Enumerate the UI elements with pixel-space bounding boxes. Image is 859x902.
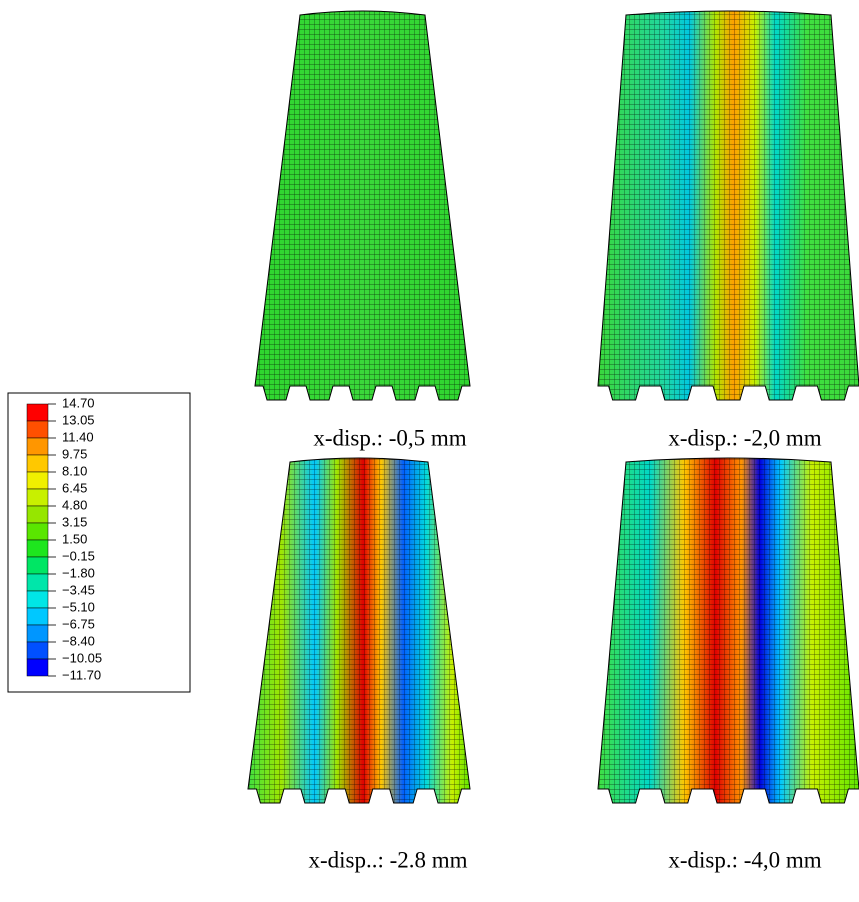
legend-label: −10.05 xyxy=(62,650,102,665)
legend-swatch xyxy=(26,403,49,422)
plate-mesh xyxy=(598,11,859,400)
legend-swatch xyxy=(26,539,49,558)
legend-swatch xyxy=(26,437,49,456)
legend: 14.70 13.05 11.40 9.75 8.10 6.45 4.80 3.15 1.50 −… xyxy=(26,395,102,682)
plates xyxy=(247,10,859,804)
legend-swatch xyxy=(26,488,49,507)
legend-label: −3.45 xyxy=(62,582,95,597)
legend-swatch xyxy=(26,471,49,490)
legend-label: 14.70 xyxy=(62,395,95,410)
legend-swatch xyxy=(26,505,49,524)
legend-swatch xyxy=(26,590,49,609)
legend-label: 11.40 xyxy=(62,429,94,444)
legend-label: −5.10 xyxy=(62,599,95,614)
legend-swatch xyxy=(26,454,49,473)
plate-mesh xyxy=(248,458,470,803)
legend-label: 6.45 xyxy=(62,480,87,495)
legend-label: 3.15 xyxy=(62,514,87,529)
legend-label: 1.50 xyxy=(62,531,87,546)
caption: x-disp.: -2,0 mm xyxy=(668,425,821,450)
legend-swatch xyxy=(26,420,49,439)
legend-label: −8.40 xyxy=(62,633,95,648)
legend-label: 8.10 xyxy=(62,463,87,478)
legend-label: 13.05 xyxy=(62,412,95,427)
legend-swatch xyxy=(26,573,49,592)
legend-label: −6.75 xyxy=(62,616,95,631)
legend-label: −11.70 xyxy=(62,667,101,682)
legend-label: −0.15 xyxy=(62,548,95,563)
caption: x-disp..: -2.8 mm xyxy=(308,847,467,872)
caption: x-disp.: -4,0 mm xyxy=(668,847,821,872)
legend-swatch xyxy=(26,522,49,541)
legend-swatch xyxy=(26,607,49,626)
legend-swatch xyxy=(26,641,49,660)
plate-mesh xyxy=(255,11,470,400)
legend-label: 4.80 xyxy=(62,497,87,512)
legend-swatch xyxy=(26,658,49,677)
legend-swatch xyxy=(26,624,49,643)
legend-label: 9.75 xyxy=(62,446,87,461)
legend-label: −1.80 xyxy=(62,565,95,580)
plate-mesh xyxy=(598,458,859,803)
legend-swatch xyxy=(26,556,49,575)
caption: x-disp.: -0,5 mm xyxy=(313,425,466,450)
